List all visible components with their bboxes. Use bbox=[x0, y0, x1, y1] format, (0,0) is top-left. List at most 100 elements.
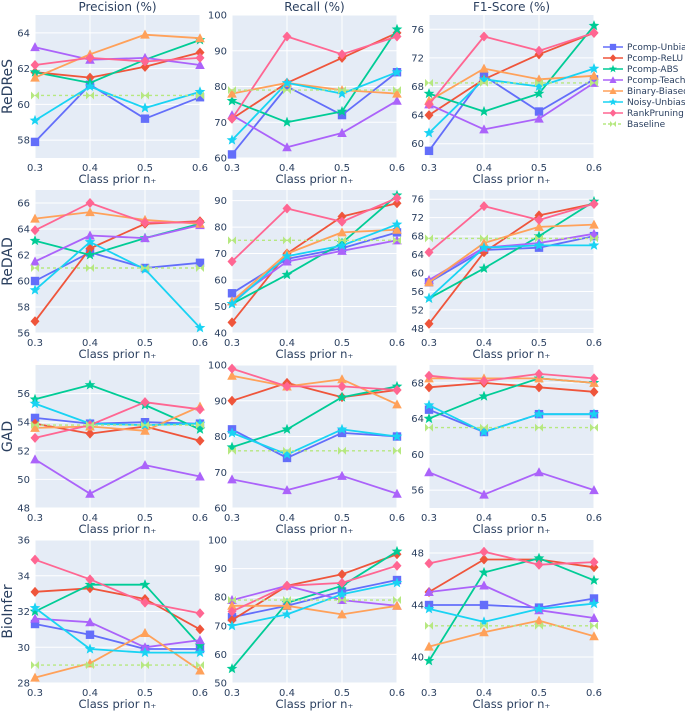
data-point-binary-biased bbox=[424, 641, 434, 651]
data-point-pcomp-relu bbox=[195, 47, 205, 58]
data-point-rankpruning bbox=[392, 560, 402, 571]
series-line-pcomp-unbiased bbox=[231, 231, 398, 295]
series-line-rankpruning bbox=[428, 202, 595, 253]
y-tick-label: 70 bbox=[214, 249, 227, 260]
data-point-baseline bbox=[228, 596, 236, 605]
y-tick-label: 70 bbox=[214, 118, 227, 129]
data-point-noisy-unbiased bbox=[478, 426, 490, 437]
x-tick-label: 0.4 bbox=[476, 163, 492, 174]
series-line-pcomp-unbiased bbox=[428, 235, 595, 284]
data-point-pcomp-unbiased bbox=[282, 453, 292, 463]
series-line-rankpruning bbox=[428, 32, 595, 105]
series-line-pcomp-abs bbox=[428, 25, 595, 113]
x-tick-label: 0.4 bbox=[82, 513, 98, 524]
y-tick-label: 58 bbox=[17, 303, 30, 314]
subplot-gad-f1-score: 0.3 0.4 0.5 0.6 56 60 64 68 Class prior n₊ bbox=[411, 365, 602, 536]
data-point-pcomp-abs bbox=[226, 95, 238, 106]
data-point-noisy-unbiased bbox=[226, 620, 238, 631]
data-point-noisy-unbiased bbox=[336, 423, 348, 434]
x-axis-title: Class prior n₊ bbox=[276, 172, 354, 186]
y-tick-label: 66 bbox=[17, 199, 30, 210]
data-point-noisy-unbiased bbox=[84, 236, 96, 247]
data-point-pcomp-relu bbox=[85, 243, 95, 254]
series-line-pcomp-abs bbox=[231, 194, 398, 305]
data-point-noisy-unbiased bbox=[194, 647, 206, 658]
data-point-pcomp-abs bbox=[84, 249, 96, 260]
data-point-binary-biased bbox=[589, 70, 599, 80]
data-point-rankpruning bbox=[337, 49, 347, 60]
data-point-pcomp-abs bbox=[194, 423, 206, 434]
y-tick-label: 56 bbox=[17, 389, 30, 400]
y-tick-label: 80 bbox=[214, 223, 227, 234]
legend-item-rankpruning: RankPruning bbox=[603, 109, 684, 119]
data-point-pcomp-abs bbox=[478, 390, 490, 401]
data-point-noisy-unbiased bbox=[226, 427, 238, 438]
y-tick-label: 40 bbox=[411, 653, 424, 664]
series-line-pcomp-relu bbox=[231, 553, 398, 621]
data-point-noisy-unbiased bbox=[423, 603, 435, 614]
data-point-pcomp-relu bbox=[30, 586, 40, 597]
data-point-noisy-unbiased bbox=[588, 408, 600, 419]
y-tick-label: 32 bbox=[17, 607, 30, 618]
series-line-binary-biased bbox=[428, 223, 595, 284]
data-point-noisy-unbiased bbox=[281, 77, 293, 88]
plot-area bbox=[35, 190, 200, 333]
data-point-binary-biased bbox=[424, 277, 434, 287]
data-point-binary-biased bbox=[195, 33, 205, 43]
data-point-baseline bbox=[425, 423, 433, 432]
data-point-rankpruning bbox=[392, 31, 402, 42]
data-point-pcomp-abs bbox=[336, 391, 348, 402]
y-tick-label: 60 bbox=[411, 139, 424, 150]
data-point-pcomp-teacher bbox=[337, 245, 347, 255]
data-point-binary-biased bbox=[337, 374, 347, 384]
data-point-noisy-unbiased bbox=[391, 218, 403, 229]
data-point-pcomp-abs bbox=[588, 20, 600, 31]
data-point-pcomp-unbiased bbox=[227, 289, 237, 298]
data-point-pcomp-teacher bbox=[337, 127, 347, 137]
data-point-pcomp-abs bbox=[29, 605, 41, 617]
data-point-baseline bbox=[425, 78, 433, 87]
legend-item-binary-biased: Binary-Biased bbox=[603, 87, 685, 97]
data-point-pcomp-teacher bbox=[282, 256, 292, 266]
data-point-noisy-unbiased bbox=[29, 284, 41, 295]
x-axis-title: Class prior n₊ bbox=[276, 697, 354, 711]
x-tick-label: 0.3 bbox=[27, 513, 43, 524]
data-point-rankpruning bbox=[424, 558, 434, 569]
data-point-pcomp-teacher bbox=[30, 42, 40, 52]
series-line-noisy-unbiased bbox=[231, 582, 398, 627]
data-point-pcomp-teacher bbox=[424, 587, 434, 596]
data-point-pcomp-abs bbox=[281, 116, 293, 127]
x-tick-label: 0.6 bbox=[389, 338, 405, 349]
data-point-noisy-unbiased bbox=[139, 263, 151, 274]
data-point-pcomp-abs bbox=[281, 423, 293, 434]
data-point-noisy-unbiased bbox=[533, 603, 545, 614]
data-point-baseline bbox=[590, 621, 598, 630]
data-point-baseline bbox=[196, 421, 204, 430]
data-point-binary-biased bbox=[30, 672, 40, 682]
data-point-rankpruning bbox=[392, 192, 402, 203]
data-point-pcomp-abs bbox=[336, 105, 348, 117]
data-point-baseline bbox=[425, 234, 433, 243]
x-axis-title: Class prior n₊ bbox=[473, 347, 551, 361]
y-tick-label: 60 bbox=[214, 504, 227, 515]
series-line-pcomp-teacher bbox=[231, 584, 398, 607]
y-tick-label: 80 bbox=[214, 593, 227, 604]
row-title: BioInfer bbox=[0, 584, 16, 639]
data-point-pcomp-teacher bbox=[195, 635, 205, 645]
data-point-binary-biased bbox=[30, 422, 40, 432]
y-tick-label: 60 bbox=[214, 276, 227, 287]
data-point-pcomp-abs bbox=[533, 230, 545, 241]
data-point-rankpruning bbox=[227, 113, 237, 124]
data-point-rankpruning bbox=[337, 577, 347, 588]
x-tick-label: 0.3 bbox=[27, 163, 43, 174]
legend-label: Pcomp-Teacher bbox=[627, 76, 685, 86]
data-point-baseline bbox=[590, 78, 598, 87]
data-point-binary-biased bbox=[337, 609, 347, 619]
data-point-pcomp-teacher bbox=[30, 613, 40, 623]
data-point-baseline bbox=[141, 421, 149, 430]
data-point-pcomp-unbiased bbox=[30, 413, 40, 423]
row-title: ReDAD bbox=[0, 237, 16, 286]
data-point-rankpruning bbox=[282, 381, 292, 392]
x-tick-label: 0.5 bbox=[334, 163, 350, 174]
data-point-rankpruning bbox=[227, 256, 237, 267]
